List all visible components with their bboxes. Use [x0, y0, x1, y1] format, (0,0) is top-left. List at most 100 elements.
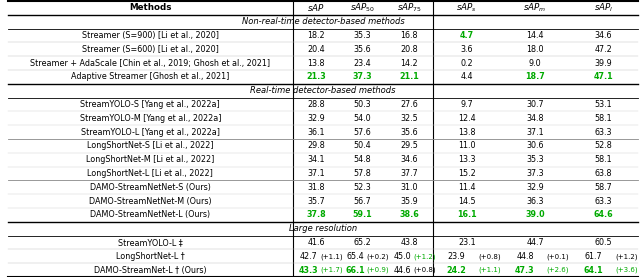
- Text: 50.4: 50.4: [354, 141, 371, 150]
- Text: 32.5: 32.5: [401, 114, 418, 123]
- Text: $\it{sAP}_{50}$: $\it{sAP}_{50}$: [350, 2, 375, 14]
- Text: 37.7: 37.7: [401, 169, 418, 178]
- Text: (+3.6): (+3.6): [615, 267, 637, 273]
- Text: 53.1: 53.1: [595, 100, 612, 109]
- Text: 24.2: 24.2: [447, 266, 467, 275]
- Text: 13.8: 13.8: [307, 58, 324, 68]
- Text: Streamer + AdaScale [Chin et al., 2019; Ghosh et al., 2021]: Streamer + AdaScale [Chin et al., 2019; …: [30, 58, 270, 68]
- Text: 52.3: 52.3: [354, 183, 371, 192]
- Text: LongShortNet-L †: LongShortNet-L †: [116, 252, 185, 261]
- Text: (+1.1): (+1.1): [320, 253, 342, 260]
- Text: 9.7: 9.7: [460, 100, 473, 109]
- Text: 44.7: 44.7: [526, 238, 544, 247]
- Text: 47.3: 47.3: [515, 266, 535, 275]
- Text: $\it{sAP}_m$: $\it{sAP}_m$: [524, 2, 547, 14]
- Text: (+1.2): (+1.2): [615, 253, 637, 260]
- Text: StreamYOLO-M [Yang et al., 2022a]: StreamYOLO-M [Yang et al., 2022a]: [79, 114, 221, 123]
- Text: 39.9: 39.9: [595, 58, 612, 68]
- Text: 31.0: 31.0: [401, 183, 418, 192]
- Text: 65.4: 65.4: [347, 252, 364, 261]
- Text: 23.1: 23.1: [458, 238, 476, 247]
- Text: 35.3: 35.3: [526, 155, 544, 164]
- Text: 30.7: 30.7: [526, 100, 544, 109]
- Text: DAMO-StreamNetNet-S (Ours): DAMO-StreamNetNet-S (Ours): [90, 183, 211, 192]
- Text: (+0.2): (+0.2): [367, 253, 389, 260]
- Text: (+1.7): (+1.7): [320, 267, 342, 273]
- Text: 29.5: 29.5: [400, 141, 418, 150]
- Text: 66.1: 66.1: [346, 266, 365, 275]
- Text: 44.6: 44.6: [394, 266, 411, 275]
- Text: 63.8: 63.8: [595, 169, 612, 178]
- Text: 41.6: 41.6: [307, 238, 324, 247]
- Text: 38.6: 38.6: [399, 210, 419, 219]
- Text: 54.0: 54.0: [354, 114, 371, 123]
- Text: 13.3: 13.3: [458, 155, 476, 164]
- Text: (+0.9): (+0.9): [367, 267, 389, 273]
- Text: (+0.8): (+0.8): [413, 267, 436, 273]
- Text: (+0.8): (+0.8): [478, 253, 500, 260]
- Text: 52.8: 52.8: [595, 141, 612, 150]
- Text: 34.6: 34.6: [401, 155, 418, 164]
- Text: 58.1: 58.1: [595, 114, 612, 123]
- Text: 37.3: 37.3: [353, 72, 372, 81]
- Text: 23.9: 23.9: [447, 252, 465, 261]
- Text: 23.4: 23.4: [354, 58, 371, 68]
- Text: 35.6: 35.6: [401, 127, 418, 137]
- Text: (+1.2): (+1.2): [413, 253, 436, 260]
- Text: DAMO-StreamNetNet-L (Ours): DAMO-StreamNetNet-L (Ours): [90, 210, 211, 219]
- Text: 37.1: 37.1: [307, 169, 324, 178]
- Text: 65.2: 65.2: [354, 238, 371, 247]
- Text: 4.7: 4.7: [460, 31, 474, 40]
- Text: 35.7: 35.7: [307, 197, 325, 206]
- Text: 61.7: 61.7: [584, 252, 602, 261]
- Text: 42.7: 42.7: [300, 252, 318, 261]
- Text: 35.9: 35.9: [401, 197, 418, 206]
- Text: 57.6: 57.6: [354, 127, 371, 137]
- Text: 18.7: 18.7: [525, 72, 545, 81]
- Text: 57.8: 57.8: [354, 169, 371, 178]
- Text: 30.6: 30.6: [527, 141, 544, 150]
- Text: 58.1: 58.1: [595, 155, 612, 164]
- Text: 21.1: 21.1: [399, 72, 419, 81]
- Text: $\it{sAP}_l$: $\it{sAP}_l$: [594, 2, 613, 14]
- Text: 36.3: 36.3: [527, 197, 544, 206]
- Text: 14.4: 14.4: [527, 31, 544, 40]
- Text: 47.1: 47.1: [594, 72, 613, 81]
- Text: 34.6: 34.6: [595, 31, 612, 40]
- Text: 44.8: 44.8: [516, 252, 534, 261]
- Text: 16.1: 16.1: [457, 210, 477, 219]
- Text: 9.0: 9.0: [529, 58, 541, 68]
- Text: 32.9: 32.9: [307, 114, 325, 123]
- Text: (+1.1): (+1.1): [478, 267, 500, 273]
- Text: 37.3: 37.3: [526, 169, 544, 178]
- Text: StreamYOLO-L ‡: StreamYOLO-L ‡: [118, 238, 182, 247]
- Text: (+0.1): (+0.1): [547, 253, 569, 260]
- Text: 39.0: 39.0: [525, 210, 545, 219]
- Text: 0.2: 0.2: [460, 58, 473, 68]
- Text: 13.8: 13.8: [458, 127, 476, 137]
- Text: 34.1: 34.1: [307, 155, 324, 164]
- Text: LongShortNet-L [Li et al., 2022]: LongShortNet-L [Li et al., 2022]: [88, 169, 213, 178]
- Text: 34.8: 34.8: [527, 114, 544, 123]
- Text: 4.4: 4.4: [461, 72, 473, 81]
- Text: 56.7: 56.7: [354, 197, 371, 206]
- Text: 47.2: 47.2: [595, 45, 612, 54]
- Text: 37.8: 37.8: [306, 210, 326, 219]
- Text: 27.6: 27.6: [401, 100, 418, 109]
- Text: 58.7: 58.7: [595, 183, 612, 192]
- Text: Streamer (S=900) [Li et al., 2020]: Streamer (S=900) [Li et al., 2020]: [82, 31, 219, 40]
- Text: 14.2: 14.2: [401, 58, 418, 68]
- Text: 11.0: 11.0: [458, 141, 476, 150]
- Text: 12.4: 12.4: [458, 114, 476, 123]
- Text: 45.0: 45.0: [394, 252, 411, 261]
- Text: StreamYOLO-S [Yang et al., 2022a]: StreamYOLO-S [Yang et al., 2022a]: [81, 100, 220, 109]
- Text: 36.1: 36.1: [307, 127, 324, 137]
- Text: 18.0: 18.0: [527, 45, 544, 54]
- Text: 11.4: 11.4: [458, 183, 476, 192]
- Text: 15.2: 15.2: [458, 169, 476, 178]
- Text: $\it{sAP}_s$: $\it{sAP}_s$: [456, 2, 477, 14]
- Text: 35.3: 35.3: [354, 31, 371, 40]
- Text: Adaptive Streamer [Ghosh et al., 2021]: Adaptive Streamer [Ghosh et al., 2021]: [71, 72, 230, 81]
- Text: (+2.6): (+2.6): [547, 267, 569, 273]
- Text: 64.6: 64.6: [594, 210, 613, 219]
